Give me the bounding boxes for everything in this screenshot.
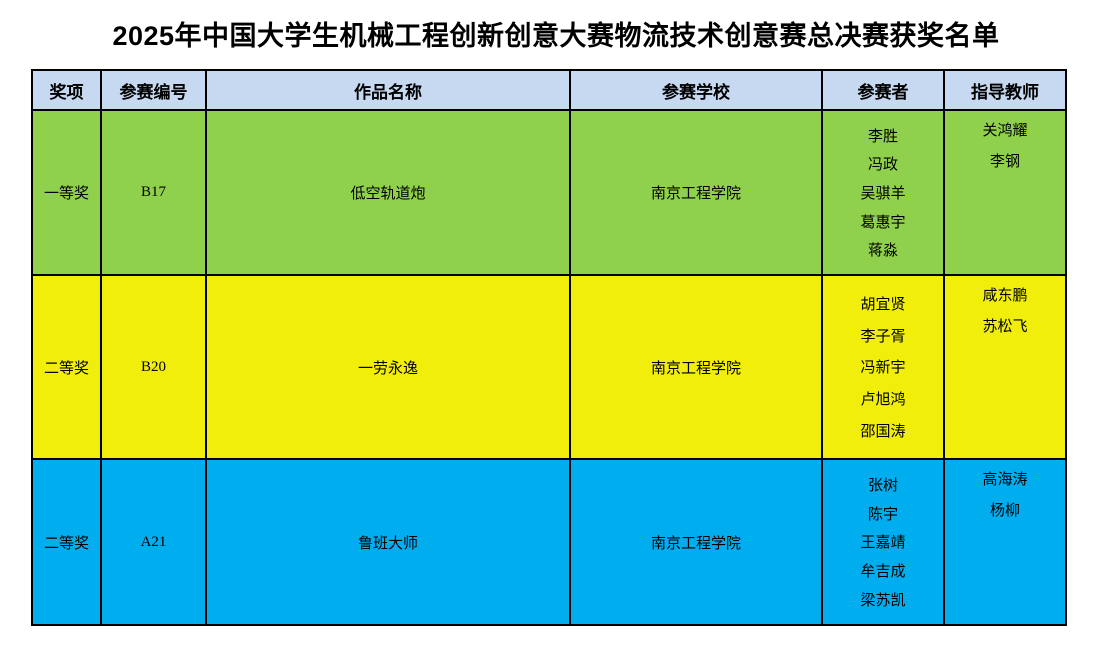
column-header-participants: 参赛者: [823, 71, 943, 109]
award-cell: 二等奖: [33, 276, 100, 458]
advisor-name: 杨柳: [989, 503, 1020, 519]
column-header-entry-number: 参赛编号: [102, 71, 205, 109]
page-title: 2025年中国大学生机械工程创新创意大赛物流技术创意赛总决赛获奖名单: [112, 21, 1000, 51]
advisors-cell: 咸东鹏 苏松飞: [945, 276, 1065, 458]
school-cell: 南京工程学院: [571, 111, 821, 274]
award-cell: 一等奖: [33, 111, 100, 274]
participant-name: 陈宇: [867, 506, 898, 523]
advisors-cell: 高海涛 杨柳: [945, 460, 1065, 624]
work-name-cell: 鲁班大师: [207, 460, 569, 624]
work-name-cell: 低空轨道炮: [207, 111, 569, 274]
participant-name: 张树: [867, 477, 898, 494]
column-header-advisors: 指导教师: [945, 71, 1065, 109]
column-header-work-name: 作品名称: [207, 71, 569, 109]
participant-name: 蒋淼: [867, 243, 898, 260]
participant-name: 梁苏凯: [860, 593, 906, 610]
advisor-name: 高海涛: [982, 472, 1028, 488]
participant-name: 吴骐羊: [860, 185, 906, 202]
column-header-award: 奖项: [33, 71, 100, 109]
entry-number-cell: A21: [102, 460, 205, 624]
entry-number-cell: B20: [102, 276, 205, 458]
work-name-cell: 一劳永逸: [207, 276, 569, 458]
school-cell: 南京工程学院: [571, 460, 821, 624]
participant-name: 李子胥: [860, 328, 906, 345]
advisor-name: 关鸿耀: [982, 123, 1028, 139]
participant-name: 胡宜贤: [860, 296, 906, 313]
advisor-name: 苏松飞: [982, 319, 1028, 335]
participant-name: 冯新宇: [860, 360, 906, 377]
award-cell: 二等奖: [33, 460, 100, 624]
participant-name: 冯政: [867, 157, 898, 174]
awards-table: 奖项 参赛编号 作品名称 参赛学校 参赛者 指导教师 一等奖 B17 低空轨道炮…: [31, 69, 1067, 626]
participant-name: 邵国涛: [860, 424, 906, 441]
participants-cell: 李胜 冯政 吴骐羊 葛惠宇 蒋淼: [823, 111, 943, 274]
participant-name: 葛惠宇: [860, 214, 906, 231]
participant-name: 王嘉靖: [860, 535, 906, 552]
participant-name: 李胜: [867, 128, 898, 145]
advisors-cell: 关鸿耀 李钢: [945, 111, 1065, 274]
participants-cell: 胡宜贤 李子胥 冯新宇 卢旭鸿 邵国涛: [823, 276, 943, 458]
participant-name: 牟吉成: [860, 564, 906, 581]
participant-name: 卢旭鸿: [860, 392, 906, 409]
advisor-name: 李钢: [989, 154, 1020, 170]
advisor-name: 咸东鹏: [982, 288, 1028, 304]
entry-number-cell: B17: [102, 111, 205, 274]
column-header-school: 参赛学校: [571, 71, 821, 109]
participants-cell: 张树 陈宇 王嘉靖 牟吉成 梁苏凯: [823, 460, 943, 624]
school-cell: 南京工程学院: [571, 276, 821, 458]
